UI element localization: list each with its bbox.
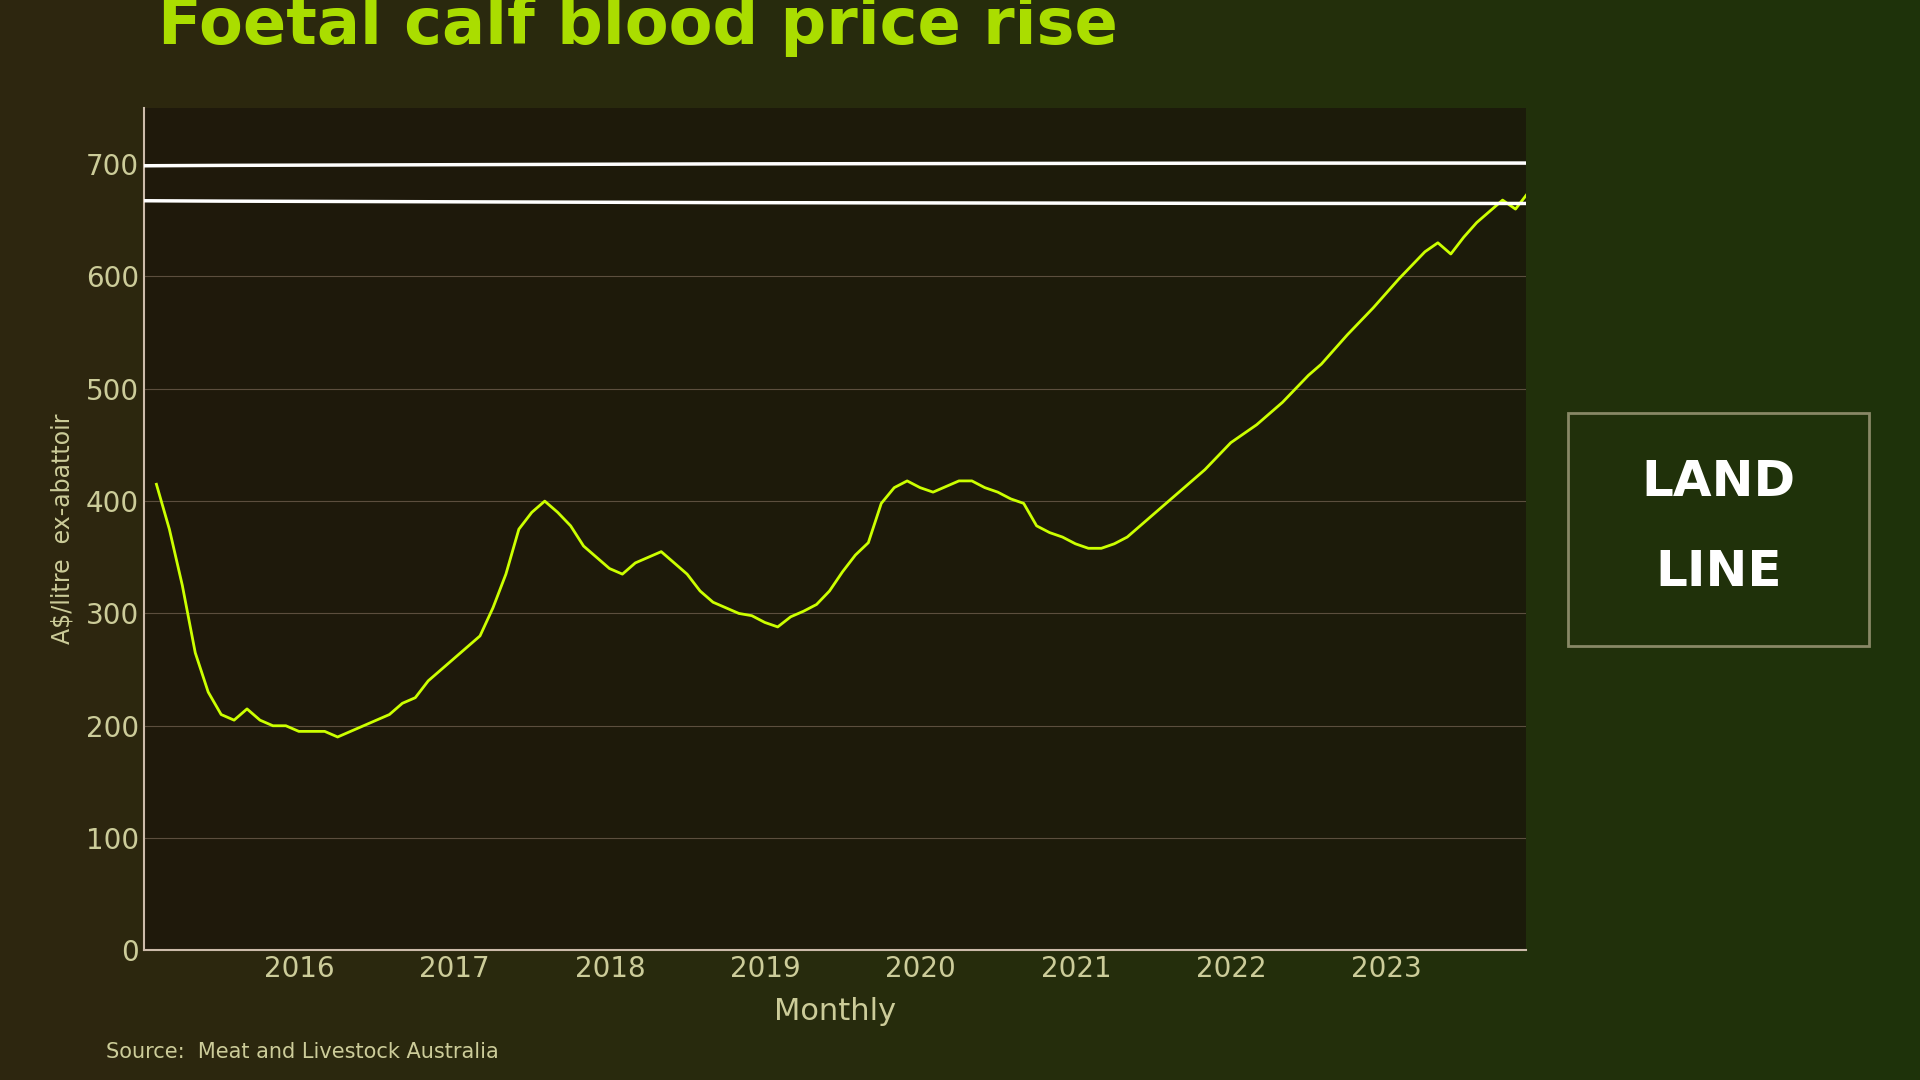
Text: Foetal calf blood price rise: Foetal calf blood price rise [157, 0, 1117, 57]
Text: LINE: LINE [1655, 548, 1782, 596]
Text: LAND: LAND [1642, 458, 1795, 505]
Text: Source:  Meat and Livestock Australia: Source: Meat and Livestock Australia [106, 1042, 499, 1063]
Y-axis label: A$/litre  ex-abattoir: A$/litre ex-abattoir [50, 414, 75, 645]
X-axis label: Monthly: Monthly [774, 997, 897, 1026]
